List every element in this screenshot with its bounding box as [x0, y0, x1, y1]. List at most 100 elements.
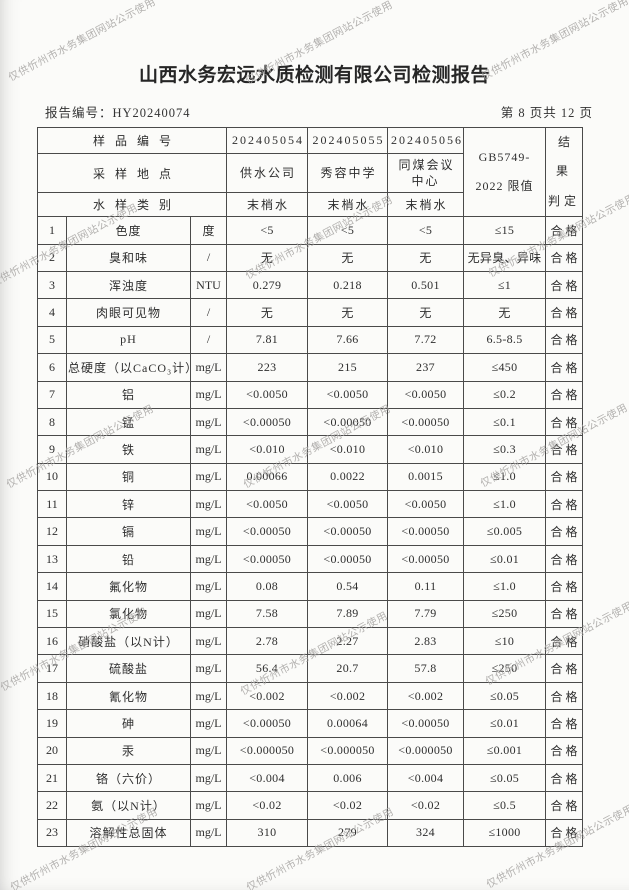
result-verdict: 合格 [545, 435, 583, 464]
limit-value: ≤1.0 [463, 572, 546, 601]
row-number: 12 [37, 517, 67, 546]
sample2-value: 279 [307, 818, 388, 848]
result-verdict: 合格 [545, 681, 583, 711]
sample1-value: <5 [226, 216, 308, 245]
parameter-name: 硝酸盐（以N计） [66, 627, 191, 656]
sample1-value: 无 [226, 243, 308, 272]
sample3-value: <0.00050 [387, 407, 464, 437]
sample3-value: 无 [387, 243, 464, 272]
parameter-row: 8 锰 mg/L <0.00050 <0.00050 <0.00050 ≤0.1… [37, 407, 583, 437]
result-verdict: 合格 [545, 216, 583, 245]
sample3-value: <0.004 [387, 763, 464, 793]
limit-value: ≤0.005 [463, 517, 546, 546]
result-verdict: 合格 [545, 654, 583, 683]
parameter-row: 4 肉眼可见物 / 无 无 无 无 合格 [37, 298, 583, 327]
parameter-unit: mg/L [190, 353, 227, 382]
sample2-value: <0.0050 [307, 490, 388, 519]
sample3-value: 7.79 [387, 599, 464, 629]
row-number: 13 [37, 544, 67, 574]
result-verdict: 合格 [545, 818, 583, 848]
sample1-value: <0.000050 [226, 736, 308, 765]
parameter-unit: / [190, 298, 227, 327]
sample2-site: 秀容中学 [307, 153, 388, 194]
row-number: 10 [37, 462, 67, 492]
parameter-row: 11 锌 mg/L <0.0050 <0.0050 <0.0050 ≤1.0 合… [37, 490, 583, 519]
result-verdict: 合格 [545, 407, 583, 437]
parameter-row: 22 氨（以N计） mg/L <0.02 <0.02 <0.02 ≤0.5 合格 [37, 791, 583, 820]
limit-value: ≤0.01 [463, 709, 546, 738]
sample3-value: <0.0050 [387, 490, 464, 519]
meta-label-water-type: 水样类别 [37, 192, 227, 218]
sample1-value: <0.00050 [226, 544, 308, 574]
parameter-name: 硫酸盐 [66, 654, 191, 683]
sample3-value: 0.501 [387, 270, 464, 300]
sample3-value: 无 [387, 298, 464, 327]
sample1-value: 56.4 [226, 654, 308, 683]
limit-value: ≤0.01 [463, 544, 546, 574]
parameter-name: 氨（以N计） [66, 791, 191, 820]
row-number: 6 [37, 353, 67, 382]
row-number: 18 [37, 681, 67, 711]
parameter-row: 23 溶解性总固体 mg/L 310 279 324 ≤1000 合格 [37, 818, 583, 848]
parameter-row: 12 镉 mg/L <0.00050 <0.00050 <0.00050 ≤0.… [37, 517, 583, 546]
parameter-name: 溶解性总固体 [66, 818, 191, 848]
sample1-value: <0.00050 [226, 709, 308, 738]
parameter-row: 9 铁 mg/L <0.010 <0.010 <0.010 ≤0.3 合格 [37, 435, 583, 464]
parameter-unit: / [190, 325, 227, 355]
page-title: 山西水务宏远水质检测有限公司检测报告 [138, 65, 490, 86]
parameter-unit: mg/L [190, 435, 227, 464]
sample1-value: 310 [226, 818, 308, 848]
parameter-name: 铜 [66, 462, 191, 492]
parameter-row: 20 汞 mg/L <0.000050 <0.000050 <0.000050 … [37, 736, 583, 765]
limit-value: ≤1.0 [463, 490, 546, 519]
parameter-unit: mg/L [190, 818, 227, 848]
sample1-value: 7.58 [226, 599, 308, 629]
limit-value: ≤250 [463, 599, 546, 629]
parameter-unit: mg/L [190, 654, 227, 683]
sample2-value: 20.7 [307, 654, 388, 683]
sample2-value: 无 [307, 243, 388, 272]
row-number: 22 [37, 791, 67, 820]
limit-value: ≤450 [463, 353, 546, 382]
limit-value: 无异臭、异味 [463, 243, 546, 272]
row-number: 5 [37, 325, 67, 355]
parameter-name: 色度 [66, 216, 191, 245]
parameter-unit: mg/L [190, 791, 227, 820]
parameter-row: 21 铬（六价） mg/L <0.004 0.006 <0.004 ≤0.05 … [37, 763, 583, 793]
sample3-value: <0.02 [387, 791, 464, 820]
page-indicator: 第 8 页共 12 页 [500, 106, 593, 120]
parameter-row: 3 浑浊度 NTU 0.279 0.218 0.501 ≤1 合格 [37, 270, 583, 300]
parameter-unit: mg/L [190, 763, 227, 793]
sample2-value: 215 [307, 353, 388, 382]
sample2-value: 0.006 [307, 763, 388, 793]
sample3-site: 同煤会议 中心 [387, 153, 464, 194]
row-number: 9 [37, 435, 67, 464]
parameter-name: 铅 [66, 544, 191, 574]
meta-label-sample-id: 样品编号 [37, 126, 227, 155]
sample2-value: 7.89 [307, 599, 388, 629]
parameter-name: 肉眼可见物 [66, 298, 191, 327]
limit-value: ≤0.05 [463, 763, 546, 793]
limit-value: ≤0.5 [463, 791, 546, 820]
parameter-unit: mg/L [190, 572, 227, 601]
result-verdict: 合格 [545, 462, 583, 492]
sample3-value: 0.0015 [387, 462, 464, 492]
row-number: 15 [37, 599, 67, 629]
sample3-value: <0.00050 [387, 517, 464, 546]
sample1-type: 末梢水 [226, 192, 308, 218]
parameter-row: 7 铝 mg/L <0.0050 <0.0050 <0.0050 ≤0.2 合格 [37, 380, 583, 409]
result-verdict: 合格 [545, 325, 583, 355]
sample1-value: <0.00050 [226, 517, 308, 546]
sample1-value: 7.81 [226, 325, 308, 355]
limit-value: ≤0.1 [463, 407, 546, 437]
sample3-value: 0.11 [387, 572, 464, 601]
row-number: 4 [37, 298, 67, 327]
row-number: 23 [37, 818, 67, 848]
parameter-unit: mg/L [190, 517, 227, 546]
result-verdict: 合格 [545, 517, 583, 546]
parameter-unit: mg/L [190, 544, 227, 574]
sample3-type: 末梢水 [387, 192, 464, 218]
parameter-name: pH [66, 325, 191, 355]
limit-column-header: GB5749- 2022 限值 [463, 126, 546, 218]
sample1-value: 0.00066 [226, 462, 308, 492]
